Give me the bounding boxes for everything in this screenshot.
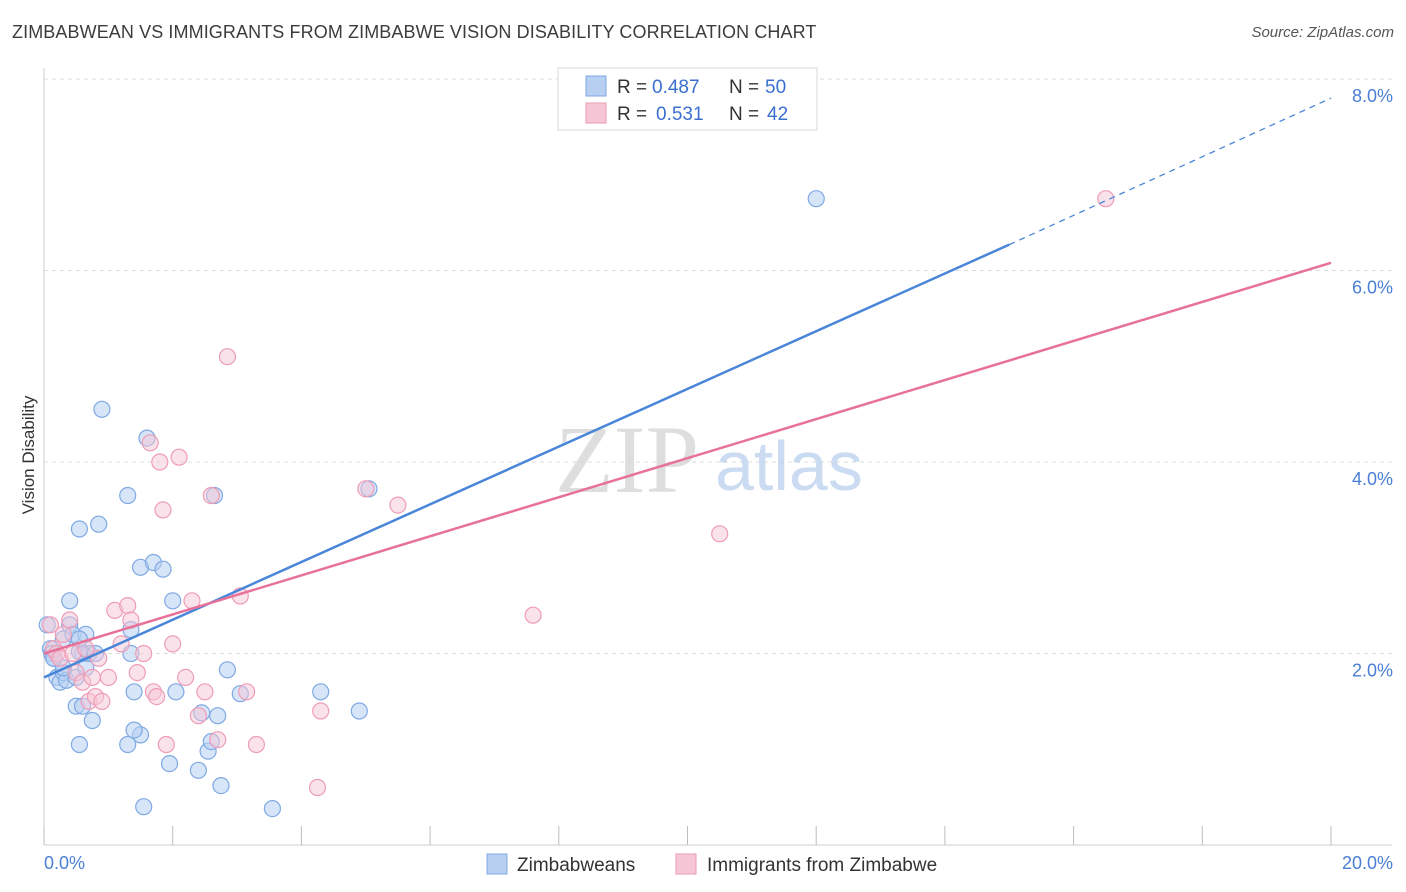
point-zimbabweans bbox=[218, 661, 236, 679]
trend-line-zimbabweans-extension bbox=[1008, 97, 1332, 246]
point-immigrants bbox=[247, 735, 265, 754]
point-immigrants bbox=[357, 480, 375, 498]
y-tick-label: 4.0% bbox=[1352, 469, 1393, 489]
point-immigrants bbox=[389, 496, 407, 514]
stats-r-value: 0.487 bbox=[652, 77, 700, 98]
point-immigrants bbox=[148, 687, 166, 706]
point-immigrants bbox=[164, 635, 182, 653]
point-immigrants bbox=[218, 348, 236, 366]
point-zimbabweans bbox=[93, 400, 111, 418]
point-immigrants bbox=[41, 616, 60, 634]
point-zimbabweans bbox=[90, 515, 108, 533]
point-zimbabweans bbox=[119, 735, 137, 754]
watermark-zip: ZIP bbox=[555, 406, 699, 513]
y-tick-label: 8.0% bbox=[1352, 86, 1393, 106]
point-zimbabweans bbox=[135, 798, 153, 816]
stats-n-label: N = bbox=[729, 77, 759, 98]
point-zimbabweans bbox=[61, 592, 79, 610]
point-zimbabweans bbox=[212, 776, 230, 795]
x-tick-label: 0.0% bbox=[44, 853, 85, 873]
point-immigrants bbox=[189, 707, 207, 725]
legend-swatch-immigrants bbox=[675, 853, 697, 875]
point-zimbabweans bbox=[209, 707, 227, 725]
legend-label-zimbabweans: Zimbabweans bbox=[517, 855, 635, 876]
y-axis-title: Vision Disability bbox=[19, 395, 38, 514]
point-immigrants bbox=[135, 644, 153, 663]
trend-line-immigrants bbox=[43, 261, 1332, 655]
point-zimbabweans bbox=[263, 799, 281, 818]
point-zimbabweans bbox=[119, 486, 137, 505]
stats-r-label: R = bbox=[617, 77, 647, 98]
point-zimbabweans bbox=[164, 592, 182, 610]
stats-r-value: 0.531 bbox=[656, 104, 704, 125]
y-tick-label: 2.0% bbox=[1352, 661, 1393, 681]
x-tick-label: 20.0% bbox=[1342, 853, 1393, 873]
point-immigrants bbox=[99, 668, 118, 687]
grid-lines bbox=[44, 78, 1392, 654]
point-immigrants bbox=[711, 525, 729, 543]
watermark: ZIP atlas bbox=[555, 406, 863, 513]
point-zimbabweans bbox=[167, 683, 185, 701]
legend-label-immigrants: Immigrants from Zimbabwe bbox=[707, 855, 937, 876]
point-immigrants bbox=[157, 735, 175, 754]
point-zimbabweans bbox=[189, 761, 207, 779]
series-legend: Zimbabweans Immigrants from Zimbabwe bbox=[486, 853, 937, 876]
stats-n-value: 42 bbox=[767, 104, 788, 125]
point-immigrants bbox=[177, 668, 195, 687]
stats-swatch-pink bbox=[585, 102, 607, 124]
point-immigrants bbox=[312, 702, 330, 720]
point-zimbabweans bbox=[312, 683, 330, 701]
point-immigrants bbox=[128, 663, 146, 682]
stats-swatch-blue bbox=[585, 75, 607, 97]
point-immigrants bbox=[238, 683, 256, 701]
point-immigrants bbox=[209, 731, 227, 749]
watermark-atlas: atlas bbox=[715, 427, 863, 505]
point-immigrants bbox=[308, 778, 327, 797]
stats-n-value: 50 bbox=[765, 77, 786, 98]
point-zimbabweans bbox=[154, 560, 172, 578]
source-credit: Source: ZipAtlas.com bbox=[1251, 24, 1394, 41]
y-tick-label: 6.0% bbox=[1352, 278, 1393, 298]
trend-lines bbox=[43, 97, 1332, 679]
stats-legend: R = 0.487 N = 50 R = 0.531 N = 42 bbox=[557, 67, 818, 131]
point-immigrants bbox=[93, 692, 111, 711]
point-immigrants bbox=[54, 625, 72, 644]
point-zimbabweans bbox=[83, 711, 101, 730]
point-immigrants bbox=[119, 596, 137, 615]
point-zimbabweans bbox=[350, 702, 368, 720]
point-zimbabweans bbox=[125, 721, 143, 739]
point-immigrants bbox=[196, 683, 214, 701]
point-immigrants bbox=[202, 486, 220, 505]
point-immigrants bbox=[170, 448, 188, 466]
point-zimbabweans bbox=[70, 520, 89, 538]
point-zimbabweans bbox=[160, 754, 179, 773]
stats-r-label: R = bbox=[617, 104, 647, 125]
chart-title: ZIMBABWEAN VS IMMIGRANTS FROM ZIMBABWE V… bbox=[12, 22, 817, 42]
point-zimbabweans bbox=[807, 190, 825, 208]
point-zimbabweans bbox=[70, 735, 89, 754]
stats-n-label: N = bbox=[729, 104, 759, 125]
tick-labels: 2.0% 4.0% 6.0% 8.0% 0.0% 20.0% bbox=[44, 86, 1393, 873]
axes bbox=[43, 68, 1392, 846]
legend-swatch-zimbabweans bbox=[486, 853, 508, 875]
point-immigrants bbox=[141, 434, 159, 452]
point-immigrants bbox=[151, 453, 169, 471]
scatter-points bbox=[38, 190, 1115, 818]
point-zimbabweans bbox=[125, 683, 143, 701]
point-immigrants bbox=[61, 611, 79, 629]
point-immigrants bbox=[83, 668, 101, 687]
point-immigrants bbox=[154, 501, 172, 519]
point-immigrants bbox=[524, 606, 542, 624]
